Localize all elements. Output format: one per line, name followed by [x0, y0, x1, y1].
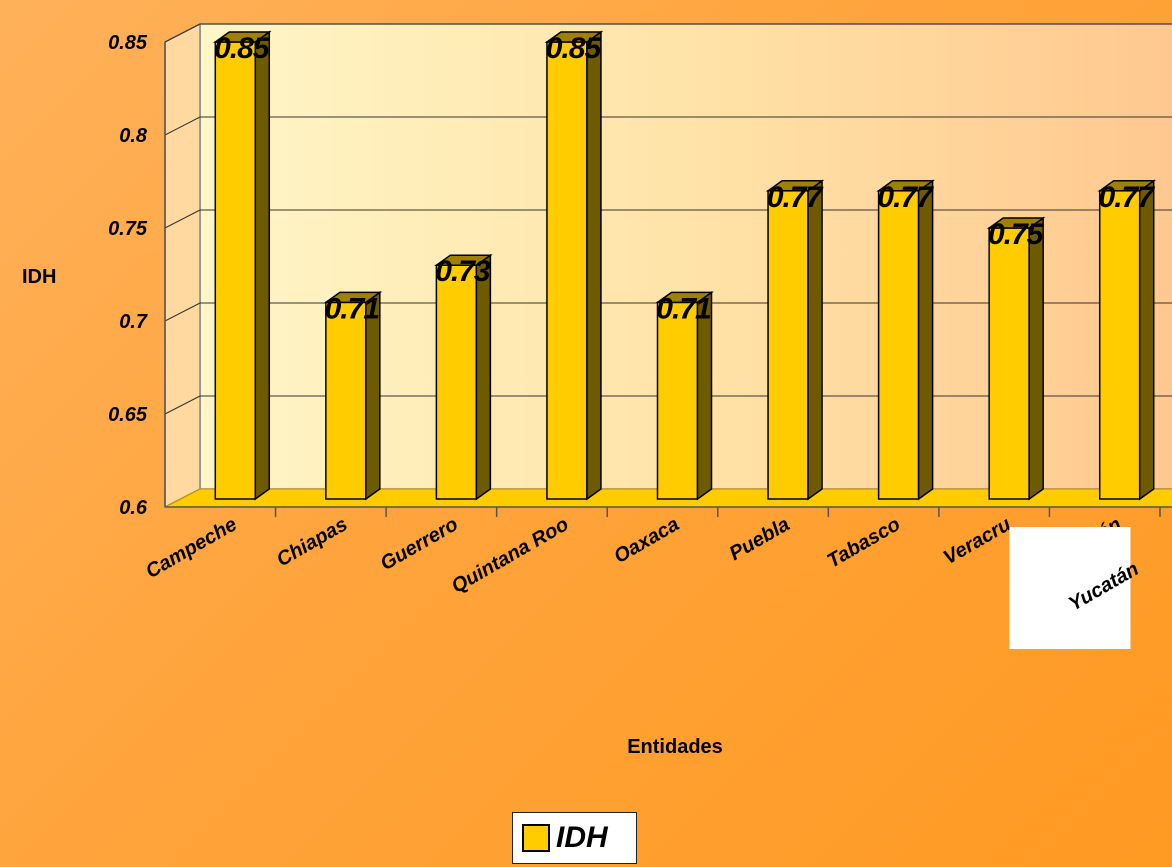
x-tick-label: Campeche	[142, 513, 241, 583]
bar-side	[586, 30, 602, 501]
bar-top	[876, 180, 935, 192]
gridline-diagonal	[164, 302, 201, 322]
data-label: 0.77	[767, 181, 824, 214]
legend-swatch	[522, 824, 550, 852]
gridline-diagonal	[164, 395, 201, 415]
bar-top	[323, 291, 383, 304]
bar-top	[544, 31, 604, 43]
bar-top	[1097, 180, 1157, 192]
bar	[877, 190, 920, 500]
y-tick-label: 0.8	[119, 125, 148, 147]
data-label: 0.85	[546, 32, 603, 65]
x-axis-title: Entidades	[627, 736, 723, 758]
gridline-diagonal	[164, 23, 201, 43]
bar	[546, 41, 588, 500]
legend-label: IDH	[556, 821, 608, 854]
y-tick-label: 0.65	[108, 404, 148, 426]
bar-top	[434, 254, 493, 266]
x-tick-label: Tabasco	[823, 513, 904, 572]
y-tick-label: 0.75	[108, 218, 148, 240]
bar-side	[807, 179, 823, 501]
label-highlight-box	[1009, 527, 1131, 649]
bar	[214, 41, 257, 500]
bar	[325, 301, 367, 500]
x-tick-label: Puebla	[726, 513, 794, 565]
data-label: 0.75	[988, 218, 1045, 251]
bar-top	[765, 180, 825, 192]
y-axis-title: IDH	[22, 266, 56, 288]
data-label: 0.85	[214, 32, 271, 65]
bar	[1098, 190, 1141, 500]
data-label: 0.73	[435, 255, 491, 288]
bar-side	[475, 253, 492, 501]
axes	[164, 42, 1172, 517]
y-tick-label: 0.85	[108, 32, 148, 54]
x-tick-label: Chiapas	[273, 513, 351, 571]
gridline-diagonal	[164, 116, 201, 136]
y-tick-label: 0.7	[119, 311, 148, 333]
x-tick-label: Quintana Roo	[448, 513, 573, 598]
data-labels: 0.85 0.71 0.73 0.85 0.71 0.77 0.77 0.75 0.77	[214, 32, 1156, 325]
side-wall	[164, 22, 201, 509]
bar	[435, 264, 478, 500]
bar-top	[655, 291, 714, 304]
bar-top	[986, 217, 1046, 229]
bar	[988, 227, 1030, 500]
bar-side	[1138, 179, 1155, 501]
x-tick-label: Oaxaca	[610, 513, 683, 568]
bar	[767, 190, 809, 500]
y-tick-label: 0.6	[119, 497, 148, 519]
data-label: 0.77	[1099, 181, 1156, 214]
bar-side	[917, 179, 934, 501]
data-label: 0.71	[656, 292, 711, 325]
data-label: 0.77	[877, 181, 934, 214]
gridline-diagonal	[164, 209, 201, 229]
bar-top	[212, 31, 272, 43]
x-tick-label: Guerrero	[377, 513, 462, 575]
bar-side	[1028, 216, 1044, 501]
data-label: 0.71	[325, 292, 380, 325]
legend: IDH	[512, 812, 637, 864]
bars	[212, 30, 1157, 501]
x-tick-label: Veracru	[940, 513, 1015, 569]
bar-side	[254, 30, 271, 501]
bar	[656, 301, 699, 500]
